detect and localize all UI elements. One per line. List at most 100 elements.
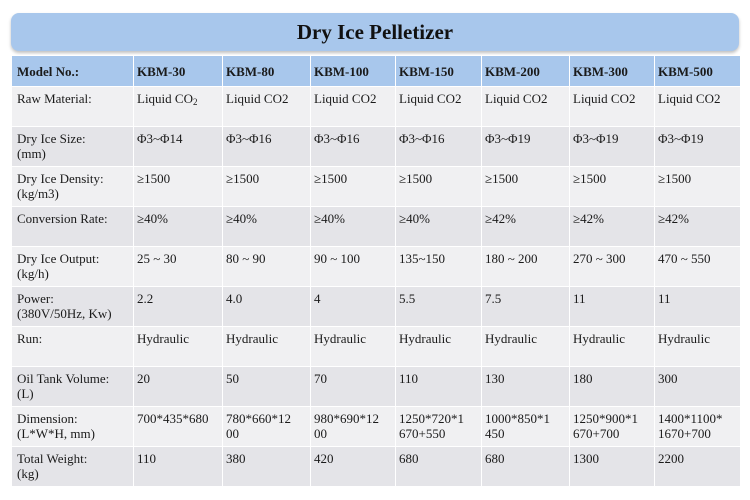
table-cell: 50	[222, 366, 311, 407]
table-cell: Φ3~Φ19	[481, 126, 570, 167]
row-label: Run:	[11, 326, 134, 367]
row-label: Total Weight: (kg)	[11, 446, 134, 487]
table-cell: 180	[569, 366, 655, 407]
header-model: KBM-500	[654, 55, 741, 87]
table-cell: 470 ~ 550	[654, 246, 741, 287]
header-model: KBM-150	[395, 55, 482, 87]
header-model: KBM-300	[569, 55, 655, 87]
table-cell: 80 ~ 90	[222, 246, 311, 287]
table-cell: Hydraulic	[481, 326, 570, 367]
page-title: Dry Ice Pelletizer	[296, 19, 454, 44]
table-cell: 130	[481, 366, 570, 407]
table-cell: Hydraulic	[310, 326, 396, 367]
table-cell: Hydraulic	[395, 326, 482, 367]
table-cell: ≥42%	[481, 206, 570, 247]
table-row: Dry Ice Size: (mm) Φ3~Φ14 Φ3~Φ16 Φ3~Φ16 Φ3~Φ1…	[11, 126, 741, 167]
table-cell: ≥1500	[133, 166, 223, 207]
table-cell: Hydraulic	[654, 326, 741, 367]
table-cell: Liquid CO2	[133, 86, 223, 127]
table-cell: Φ3~Φ16	[395, 126, 482, 167]
table-row: Total Weight: (kg) 110 380 420 680 680 1300 2200	[11, 446, 741, 487]
table-cell: 110	[395, 366, 482, 407]
table-cell: 270 ~ 300	[569, 246, 655, 287]
title-banner: Dry Ice Pelletizer	[11, 13, 739, 51]
table-cell: ≥42%	[569, 206, 655, 247]
table-cell: ≥1500	[481, 166, 570, 207]
cell-subscript: 2	[192, 97, 198, 107]
table-cell: Liquid CO2	[310, 86, 396, 127]
table-cell: 4	[310, 286, 396, 327]
table-cell: Hydraulic	[133, 326, 223, 367]
table-cell: 380	[222, 446, 311, 487]
table-cell: 420	[310, 446, 396, 487]
table-cell: 110	[133, 446, 223, 487]
table-row: Oil Tank Volume: (L) 20 50 70 110 130 180 300	[11, 366, 741, 407]
row-label: Dry Ice Output: (kg/h)	[11, 246, 134, 287]
table-cell: 4.0	[222, 286, 311, 327]
table-cell: 680	[395, 446, 482, 487]
table-cell: ≥40%	[133, 206, 223, 247]
table-cell: Φ3~Φ19	[654, 126, 741, 167]
spec-table: Model No.: KBM-30 KBM-80 KBM-100 KBM-150…	[11, 55, 741, 487]
table-row: Dry Ice Density: (kg/m3) ≥1500 ≥1500 ≥1500 ≥1…	[11, 166, 741, 207]
row-label: Conversion Rate:	[11, 206, 134, 247]
table-cell: ≥1500	[222, 166, 311, 207]
table-cell: 7.5	[481, 286, 570, 327]
table-cell: Liquid CO2	[395, 86, 482, 127]
table-cell: Φ3~Φ19	[569, 126, 655, 167]
row-label: Oil Tank Volume: (L)	[11, 366, 134, 407]
table-cell: 780*660*12 00	[222, 406, 311, 447]
table-cell: 980*690*12 00	[310, 406, 396, 447]
table-cell: 1250*720*1 670+550	[395, 406, 482, 447]
table-row: Conversion Rate: ≥40% ≥40% ≥40% ≥40% ≥42% ≥42%…	[11, 206, 741, 247]
table-cell: 180 ~ 200	[481, 246, 570, 287]
cell-text: Liquid CO	[137, 91, 193, 106]
table-cell: 5.5	[395, 286, 482, 327]
table-cell: 2.2	[133, 286, 223, 327]
table-row: Dry Ice Output: (kg/h) 25 ~ 30 80 ~ 90 90 ~ …	[11, 246, 741, 287]
table-cell: 680	[481, 446, 570, 487]
table-cell: ≥1500	[569, 166, 655, 207]
table-row: Power: (380V/50Hz, Kw) 2.2 4.0 4 5.5 7.5 11 11	[11, 286, 741, 327]
row-label: Power: (380V/50Hz, Kw)	[11, 286, 134, 327]
table-cell: Liquid CO2	[569, 86, 655, 127]
table-cell: 135~150	[395, 246, 482, 287]
table-cell: 2200	[654, 446, 741, 487]
row-label: Raw Material:	[11, 86, 134, 127]
table-cell: ≥40%	[222, 206, 311, 247]
row-label: Dry Ice Size: (mm)	[11, 126, 134, 167]
table-cell: Φ3~Φ14	[133, 126, 223, 167]
table-cell: Φ3~Φ16	[310, 126, 396, 167]
table-cell: 90 ~ 100	[310, 246, 396, 287]
table-cell: ≥40%	[395, 206, 482, 247]
table-cell: Liquid CO2	[654, 86, 741, 127]
table-cell: 700*435*680	[133, 406, 223, 447]
table-row: Dimension: (L*W*H, mm) 700*435*680 780*660*…	[11, 406, 741, 447]
table-row: Raw Material: Liquid CO2 Liquid CO2 Liquid …	[11, 86, 741, 127]
table-cell: ≥1500	[310, 166, 396, 207]
table-cell: ≥40%	[310, 206, 396, 247]
table-cell: 1400*1100* 1670+700	[654, 406, 741, 447]
table-cell: ≥42%	[654, 206, 741, 247]
table-cell: 1250*900*1 670+700	[569, 406, 655, 447]
table-cell: ≥1500	[654, 166, 741, 207]
table-row: Run: Hydraulic Hydraulic Hydraulic Hydraulic…	[11, 326, 741, 367]
table-cell: Liquid CO2	[481, 86, 570, 127]
table-cell: ≥1500	[395, 166, 482, 207]
table-cell: 1300	[569, 446, 655, 487]
table-cell: 70	[310, 366, 396, 407]
table-cell: 20	[133, 366, 223, 407]
header-model: KBM-30	[133, 55, 223, 87]
table-cell: 11	[569, 286, 655, 327]
table-cell: 11	[654, 286, 741, 327]
table-cell: Hydraulic	[222, 326, 311, 367]
header-model: KBM-80	[222, 55, 311, 87]
table-cell: 300	[654, 366, 741, 407]
table-cell: Φ3~Φ16	[222, 126, 311, 167]
header-row: Model No.: KBM-30 KBM-80 KBM-100 KBM-150…	[11, 55, 741, 87]
row-label: Dry Ice Density: (kg/m3)	[11, 166, 134, 207]
table-cell: 1000*850*1 450	[481, 406, 570, 447]
header-model: KBM-100	[310, 55, 396, 87]
row-label: Dimension: (L*W*H, mm)	[11, 406, 134, 447]
table-cell: 25 ~ 30	[133, 246, 223, 287]
